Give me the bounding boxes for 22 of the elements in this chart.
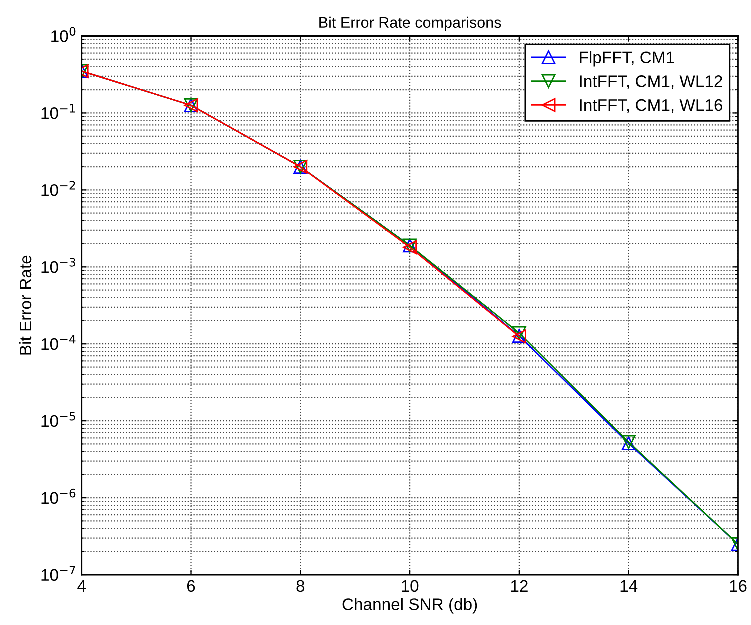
chart-title: Bit Error Rate comparisons (320, 16, 502, 32)
legend-label: IntFFT, CM1, WL12 (580, 76, 722, 90)
y-tick-label: 10$^{−1}$ (42, 104, 76, 120)
point (512, 326, 526, 340)
legend-label: IntFFT, CM1, WL16 (580, 99, 723, 114)
y-tick-label: 10$^{−6}$ (42, 488, 76, 504)
y-tick-label: 10$^{0}$ (52, 27, 76, 42)
y-tick-label: 10$^{−3}$ (42, 258, 76, 274)
x-tick-label: 6 (187, 580, 196, 592)
x-tick-label: 12 (511, 580, 528, 592)
y-tick-label: 10$^{−5}$ (42, 412, 76, 428)
x-tick-label: 8 (296, 580, 305, 592)
x-tick-label: 10 (402, 580, 419, 592)
y-tick-label: 10$^{−2}$ (42, 181, 76, 196)
legend-label: FlpFFT, CM1 (580, 51, 674, 67)
y-tick-label: 10$^{−7}$ (42, 566, 76, 582)
x-tick-label: 16 (730, 580, 747, 592)
y-tick-label: 10$^{−4}$ (42, 335, 76, 350)
x-axis-title: Channel SNR (db) (342, 598, 478, 614)
x-tick-label: 14 (620, 580, 638, 592)
y-axis-title: Bit Error Rate (19, 256, 32, 355)
x-tick-label: 4 (78, 580, 86, 592)
